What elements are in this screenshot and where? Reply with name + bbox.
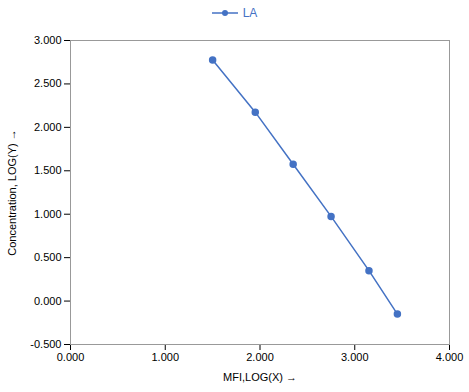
svg-text:2.000: 2.000 bbox=[34, 121, 62, 133]
svg-text:0.000: 0.000 bbox=[34, 295, 62, 307]
svg-text:2.500: 2.500 bbox=[34, 77, 62, 89]
svg-text:0.000: 0.000 bbox=[57, 351, 85, 363]
svg-text:1.500: 1.500 bbox=[34, 164, 62, 176]
svg-text:-0.500: -0.500 bbox=[30, 338, 61, 350]
svg-text:2.000: 2.000 bbox=[246, 351, 274, 363]
svg-text:1.000: 1.000 bbox=[151, 351, 179, 363]
svg-text:1.000: 1.000 bbox=[34, 208, 62, 220]
svg-text:0.500: 0.500 bbox=[34, 251, 62, 263]
svg-text:MFI,LOG(X) →: MFI,LOG(X) → bbox=[223, 371, 297, 383]
svg-text:3.000: 3.000 bbox=[341, 351, 369, 363]
html-text:LA: LA bbox=[242, 6, 258, 20]
svg-text:4.000: 4.000 bbox=[436, 351, 464, 363]
svg-text:3.000: 3.000 bbox=[34, 34, 62, 46]
svg-text:Concentration, LOG(Y) →: Concentration, LOG(Y) → bbox=[6, 129, 18, 256]
